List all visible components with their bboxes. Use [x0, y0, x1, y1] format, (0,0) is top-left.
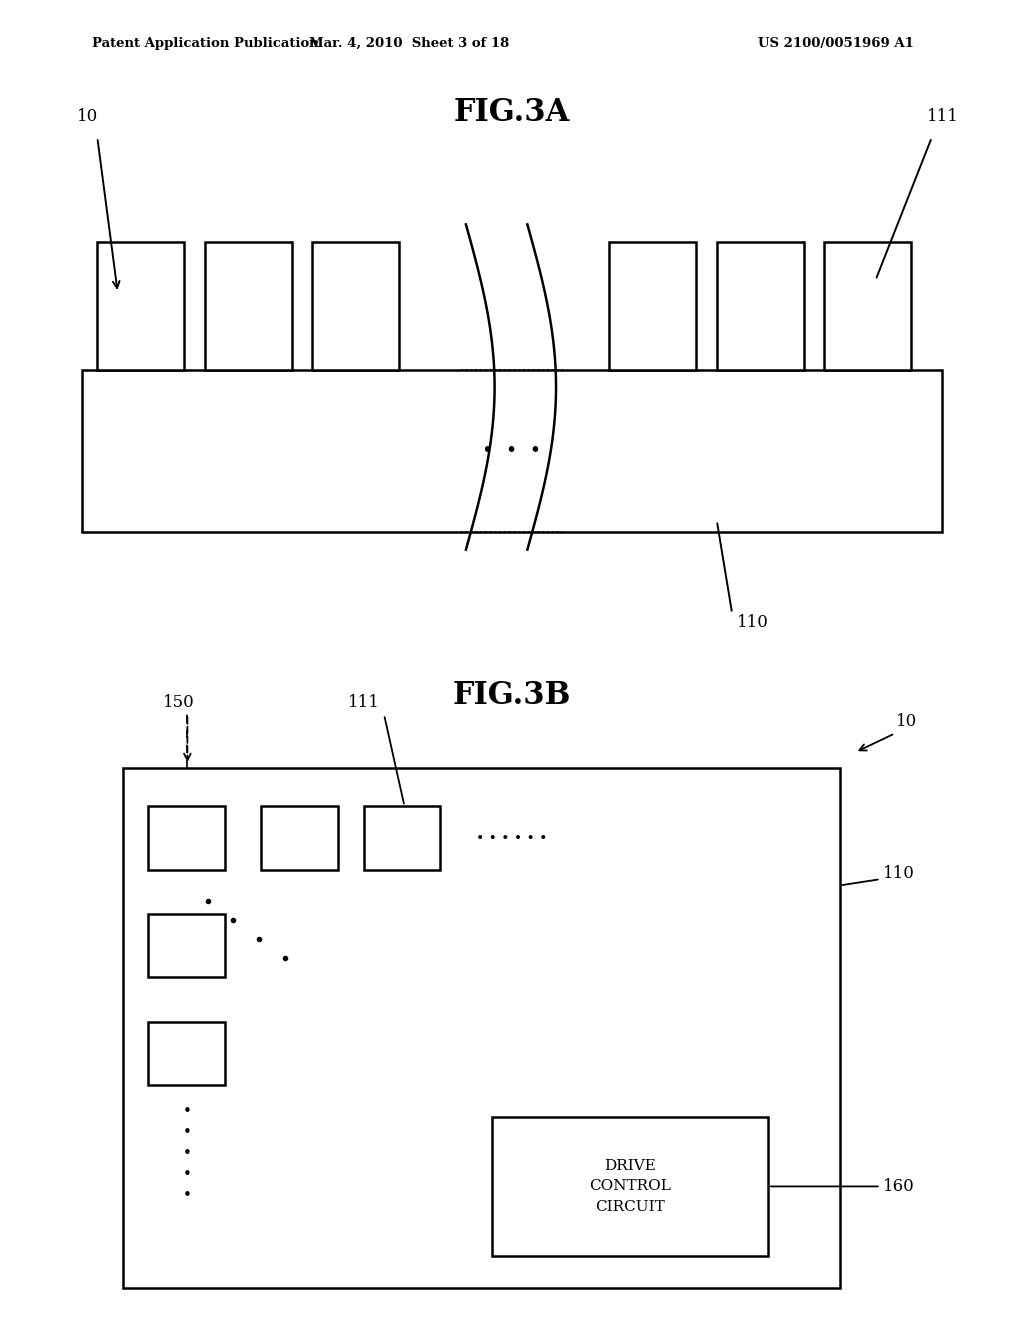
- Bar: [609, 242, 696, 370]
- Text: US 2100/0051969 A1: US 2100/0051969 A1: [758, 37, 913, 50]
- Bar: [148, 1022, 225, 1085]
- Bar: [123, 768, 840, 1288]
- Bar: [261, 807, 338, 870]
- Bar: [312, 242, 399, 370]
- Bar: [205, 242, 292, 370]
- Text: Mar. 4, 2010  Sheet 3 of 18: Mar. 4, 2010 Sheet 3 of 18: [309, 37, 510, 50]
- Bar: [97, 242, 184, 370]
- Text: 110: 110: [883, 866, 914, 882]
- Bar: [717, 242, 804, 370]
- Text: •  •  •: • • •: [482, 441, 542, 461]
- Text: 111: 111: [347, 694, 380, 711]
- Text: FIG.3B: FIG.3B: [453, 680, 571, 710]
- Text: 10: 10: [896, 713, 918, 730]
- Text: 160: 160: [883, 1177, 914, 1195]
- Bar: [82, 370, 942, 532]
- Bar: [492, 1117, 768, 1257]
- Text: 110: 110: [737, 614, 769, 631]
- Text: 111: 111: [927, 108, 958, 125]
- Text: 10: 10: [77, 108, 98, 125]
- Text: •
•
•
•
•: • • • • •: [183, 1104, 191, 1203]
- Text: • • • • • •: • • • • • •: [476, 830, 548, 845]
- Bar: [148, 807, 225, 870]
- Bar: [364, 807, 440, 870]
- Bar: [148, 913, 225, 977]
- Text: Patent Application Publication: Patent Application Publication: [92, 37, 318, 50]
- Text: DRIVE
CONTROL
CIRCUIT: DRIVE CONTROL CIRCUIT: [589, 1159, 671, 1214]
- Bar: [824, 242, 911, 370]
- Text: 150: 150: [163, 694, 196, 711]
- Text: FIG.3A: FIG.3A: [454, 96, 570, 128]
